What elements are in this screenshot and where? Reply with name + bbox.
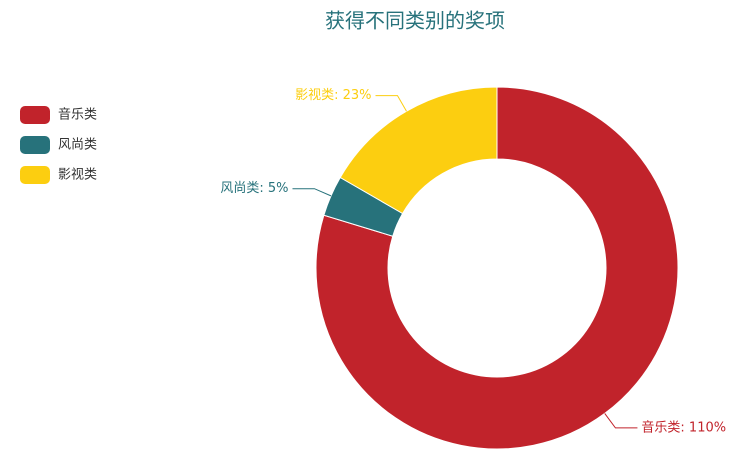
legend-label[interactable]: 影视类 bbox=[58, 168, 97, 183]
legend-label[interactable]: 风尚类 bbox=[58, 138, 97, 153]
label-line bbox=[292, 188, 332, 197]
legend-swatch[interactable] bbox=[20, 106, 50, 124]
data-label: 风尚类: 5% bbox=[220, 181, 288, 196]
data-label: 音乐类: 110% bbox=[641, 419, 726, 435]
donut-slice bbox=[339, 86, 498, 215]
label-line bbox=[604, 413, 638, 429]
legend-label[interactable]: 音乐类 bbox=[58, 107, 97, 123]
donut-slice bbox=[315, 86, 679, 450]
legend-swatch[interactable] bbox=[20, 136, 50, 154]
legend-swatch[interactable] bbox=[20, 166, 50, 184]
chart-title: 获得不同类别的奖项 bbox=[325, 9, 505, 33]
label-line bbox=[375, 95, 407, 112]
data-label: 影视类: 23% bbox=[295, 88, 371, 103]
